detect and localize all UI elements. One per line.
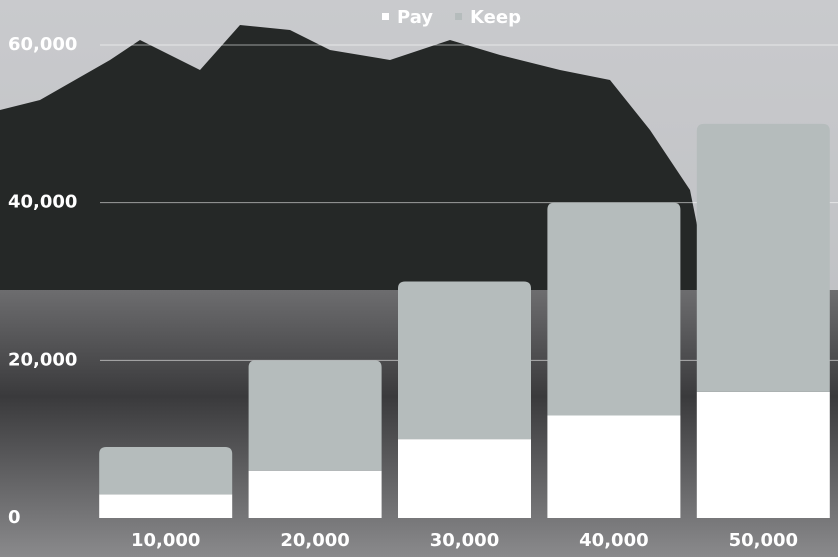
bar-segment (547, 415, 681, 518)
bar-segment (696, 123, 830, 392)
legend-label: Keep (470, 7, 521, 28)
legend: Pay Keep (382, 7, 521, 28)
bar-segment (398, 439, 531, 518)
bar-segment (99, 494, 233, 518)
bar-segment (99, 447, 233, 495)
y-tick-label: 60,000 (8, 34, 77, 55)
bar-segment (248, 360, 382, 471)
legend-swatch (455, 13, 463, 20)
bar-segment (547, 202, 681, 416)
x-tick-label: 50,000 (729, 530, 798, 551)
x-tick-label: 10,000 (131, 530, 200, 551)
bar-segment (398, 281, 531, 440)
x-tick-label: 40,000 (579, 530, 648, 551)
y-tick-label: 0 (8, 507, 21, 528)
bar-segment (248, 470, 382, 518)
x-tick-label: 20,000 (280, 530, 349, 551)
y-tick-label: 40,000 (8, 192, 77, 213)
legend-swatch (382, 13, 389, 20)
bar-segment (696, 391, 830, 518)
x-tick-label: 30,000 (430, 530, 499, 551)
y-tick-label: 20,000 (8, 349, 77, 370)
legend-label: Pay (397, 7, 433, 28)
